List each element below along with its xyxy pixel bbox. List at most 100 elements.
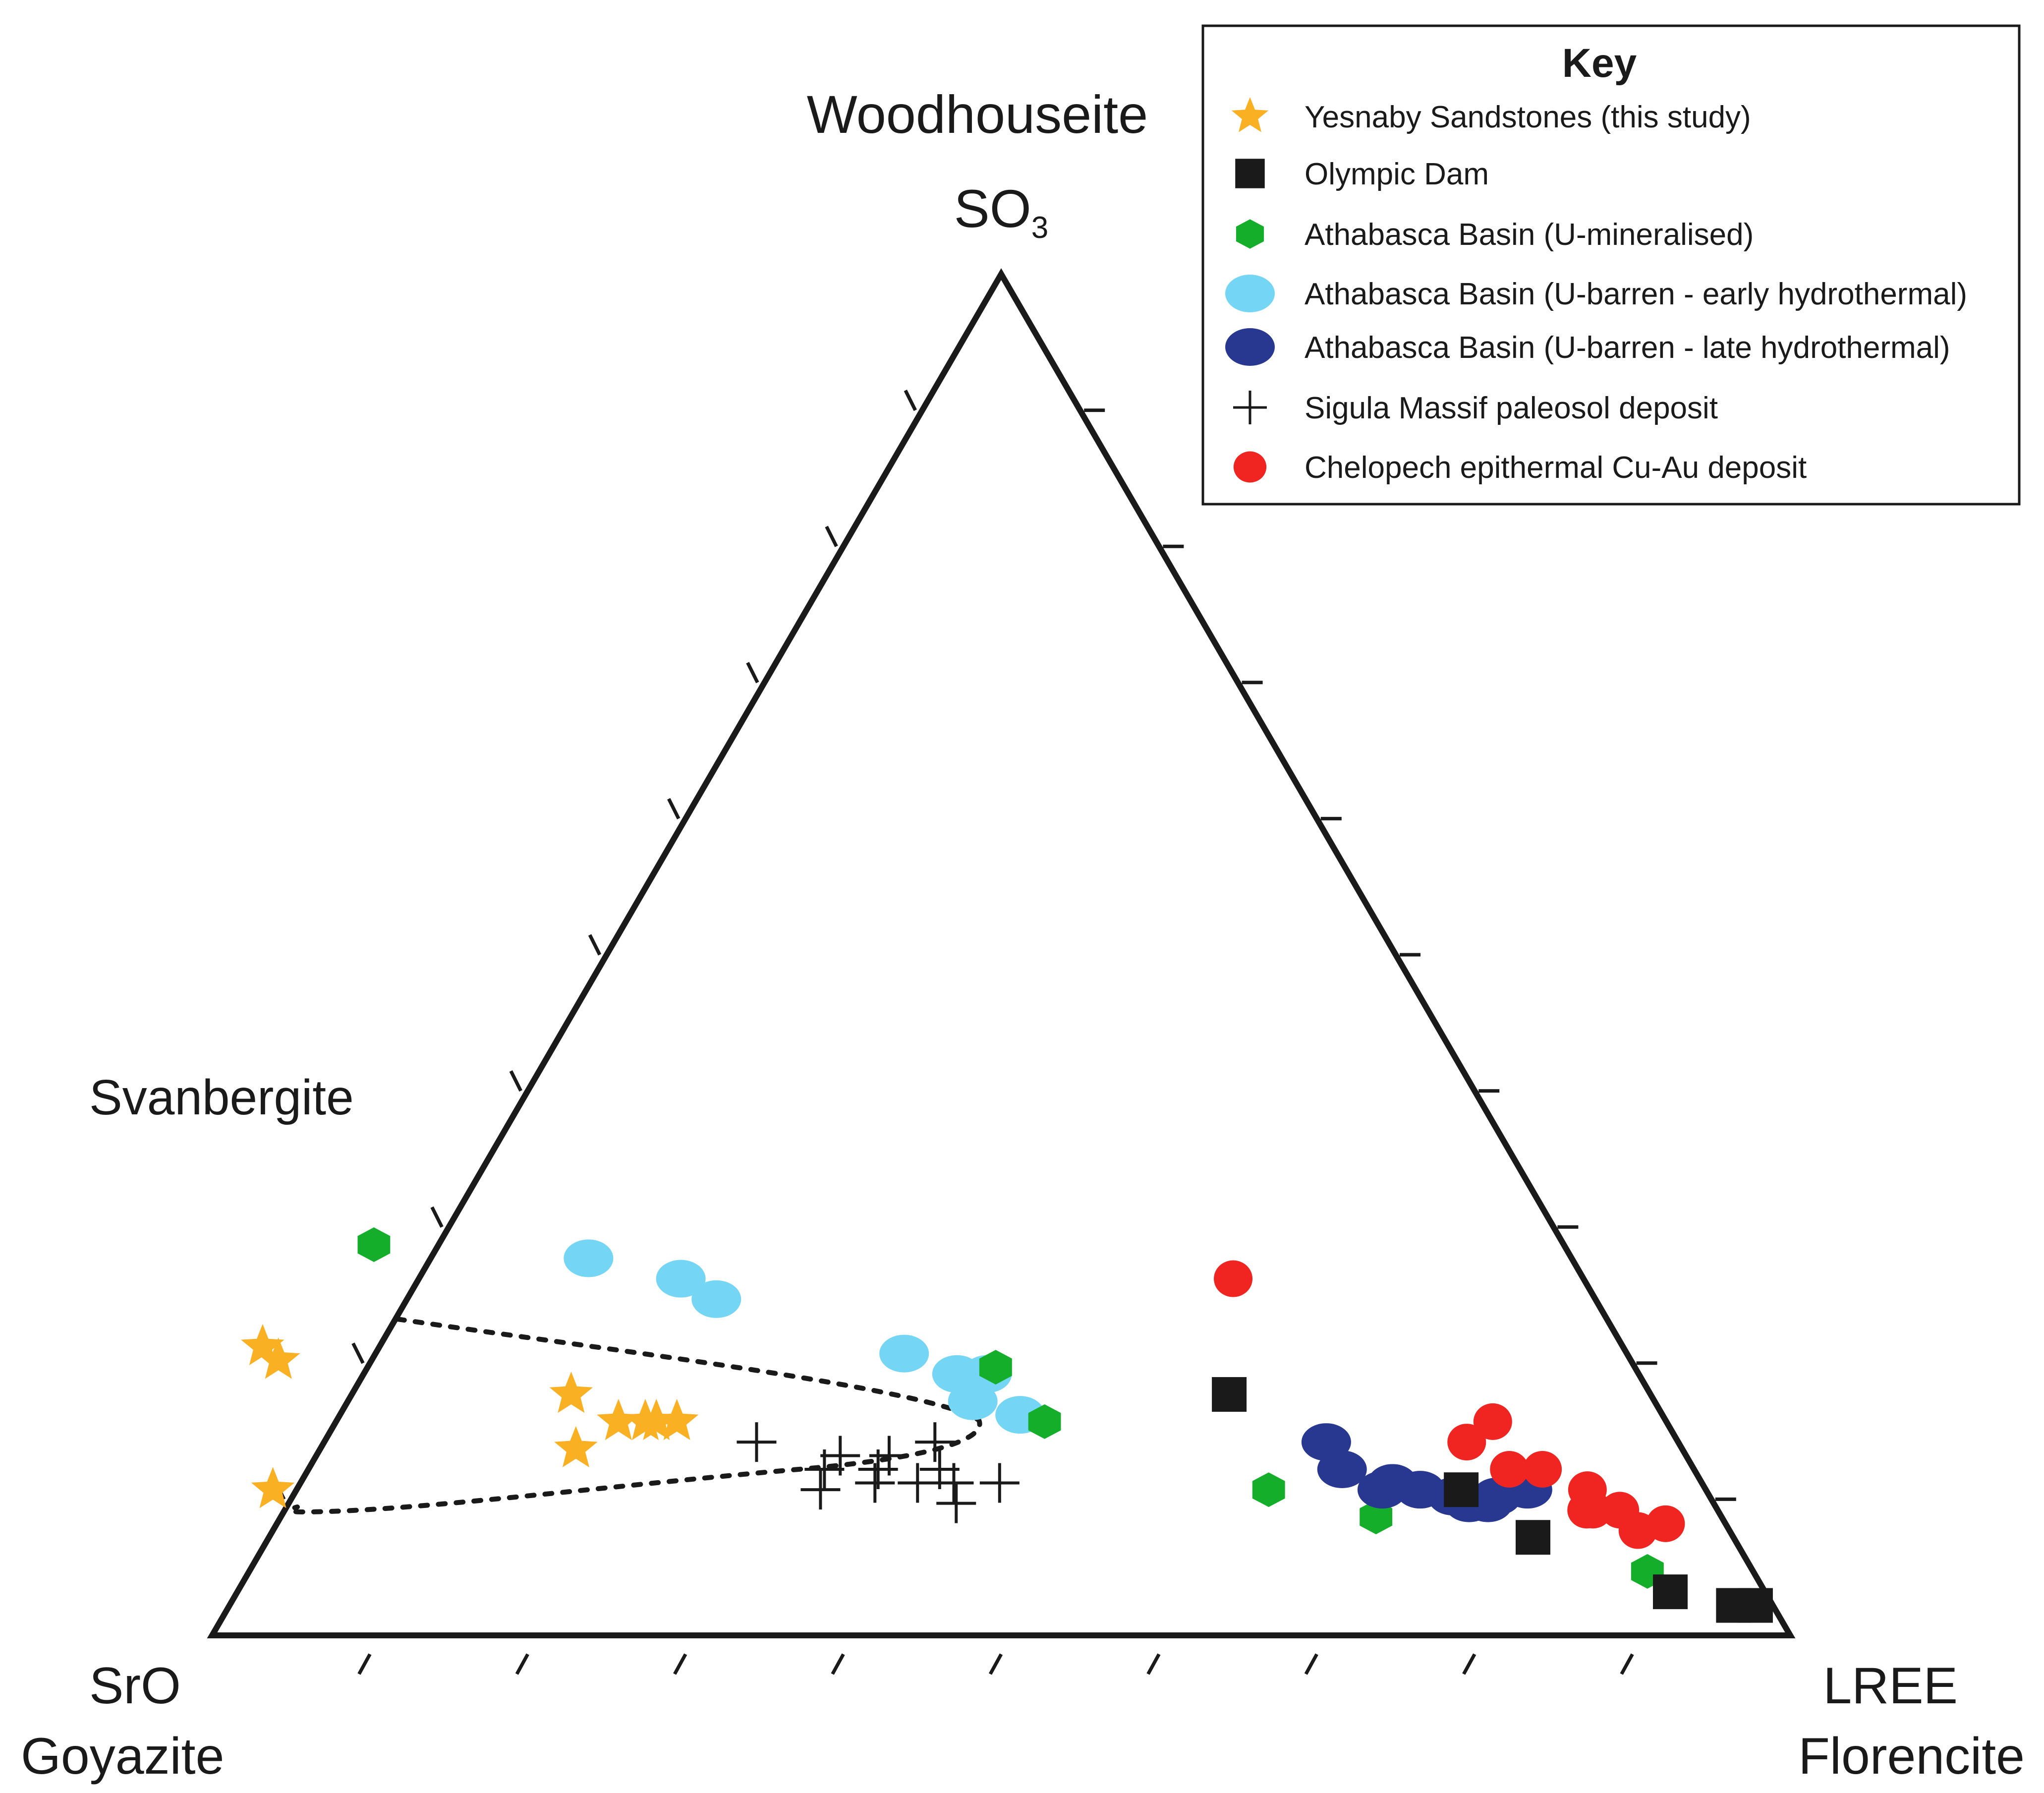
- point-yesnaby-3: [251, 1467, 295, 1508]
- point-chelopech-3: [1447, 1424, 1486, 1461]
- tick-left-8: [825, 525, 838, 547]
- point-olympic-6: [1738, 1588, 1773, 1623]
- point-yesnaby-6: [597, 1398, 640, 1441]
- legend-title: Key: [1562, 41, 1637, 86]
- legend-marker-yesnaby: [1231, 97, 1269, 132]
- point-olympic-2: [1444, 1472, 1479, 1507]
- series-ath_early: [564, 1239, 1045, 1434]
- point-sigula-1: [737, 1422, 777, 1462]
- point-sigula-7: [869, 1436, 909, 1476]
- tick-bottom-9: [1620, 1653, 1634, 1675]
- point-ath_early-7: [948, 1382, 998, 1420]
- tick-bottom-8: [1462, 1653, 1476, 1675]
- tick-bottom-7: [1304, 1653, 1318, 1675]
- left-vertex-formula: SrO: [89, 1657, 181, 1715]
- point-ath_early-3: [691, 1280, 741, 1318]
- point-ath_min-2: [979, 1350, 1012, 1385]
- point-chelopech-5: [1523, 1450, 1562, 1488]
- side-label-svanbergite: Svanbergite: [89, 1070, 354, 1125]
- point-ath_early-2: [656, 1260, 706, 1298]
- legend-marker-ath_early: [1225, 275, 1275, 312]
- top-vertex-formula-main: SO: [954, 178, 1031, 238]
- point-sigula-8: [898, 1463, 938, 1503]
- point-chelopech-2: [1473, 1403, 1512, 1440]
- point-yesnaby-9: [655, 1398, 699, 1441]
- legend-entry-sigula: Sigula Massif paleosol deposit: [1233, 391, 1718, 425]
- tick-left-6: [667, 798, 681, 819]
- series-ath_min: [357, 1227, 1664, 1589]
- left-vertex-name: Goyazite: [21, 1728, 224, 1785]
- point-ath_late-2: [1317, 1450, 1367, 1488]
- point-yesnaby-4: [554, 1426, 598, 1467]
- legend-marker-sigula: [1233, 391, 1267, 424]
- point-yesnaby-2: [257, 1337, 300, 1379]
- point-sigula-13: [979, 1463, 1020, 1503]
- tick-bottom-4: [831, 1653, 845, 1675]
- point-chelopech-1: [1214, 1260, 1253, 1297]
- tick-bottom-1: [357, 1653, 372, 1675]
- legend-entry-ath_early: Athabasca Basin (U-barren - early hydrot…: [1225, 275, 1967, 312]
- point-chelopech-4: [1490, 1450, 1529, 1488]
- legend-entry-chelopech: Chelopech epithermal Cu-Au deposit: [1233, 451, 1807, 485]
- point-ath_early-1: [564, 1239, 614, 1277]
- axis-ticks: [273, 390, 1736, 1675]
- right-vertex-formula: LREE: [1823, 1657, 1958, 1715]
- series-chelopech: [1214, 1260, 1685, 1549]
- legend-label-sigula: Sigula Massif paleosol deposit: [1305, 391, 1718, 425]
- tick-left-3: [430, 1206, 444, 1228]
- legend-marker-ath_late: [1225, 328, 1275, 366]
- point-chelopech-10: [1567, 1492, 1606, 1529]
- legend-label-ath_min: Athabasca Basin (U-mineralised): [1305, 218, 1754, 252]
- point-sigula-3: [800, 1470, 841, 1510]
- tick-left-4: [509, 1070, 522, 1092]
- triangle-outline: [207, 268, 1796, 1638]
- point-olympic-4: [1653, 1574, 1688, 1610]
- ternary-frame: [207, 268, 1796, 1638]
- data-series: [241, 1227, 1773, 1623]
- point-ath_min-3: [1028, 1404, 1061, 1439]
- point-olympic-3: [1516, 1520, 1551, 1555]
- tick-left-5: [588, 934, 602, 956]
- tick-bottom-5: [988, 1653, 1003, 1675]
- tick-bottom-6: [1146, 1653, 1161, 1675]
- legend: Key Yesnaby Sandstones (this study) Olymp…: [1201, 24, 2021, 506]
- legend-box: [1201, 24, 2021, 506]
- point-ath_min-4: [1252, 1472, 1285, 1507]
- point-yesnaby-5: [549, 1372, 593, 1413]
- legend-label-chelopech: Chelopech epithermal Cu-Au deposit: [1305, 451, 1807, 485]
- tick-bottom-3: [673, 1653, 687, 1675]
- series-sigula: [737, 1422, 1020, 1523]
- point-ath_early-4: [879, 1334, 929, 1373]
- tick-left-2: [351, 1342, 365, 1364]
- tick-bottom-2: [515, 1653, 529, 1675]
- legend-label-yesnaby: Yesnaby Sandstones (this study): [1305, 100, 1751, 134]
- legend-entry-ath_min: Athabasca Basin (U-mineralised): [1236, 218, 1754, 252]
- legend-label-ath_early: Athabasca Basin (U-barren - early hydrot…: [1305, 277, 1967, 311]
- legend-label-ath_late: Athabasca Basin (U-barren - late hydroth…: [1305, 331, 1950, 365]
- legend-entries: Yesnaby Sandstones (this study) Olympic D…: [1225, 97, 1967, 485]
- legend-marker-chelopech: [1233, 451, 1267, 483]
- legend-entry-olympic: Olympic Dam: [1235, 157, 1489, 191]
- point-sigula-11: [919, 1449, 960, 1489]
- tick-left-7: [746, 662, 759, 684]
- legend-entry-ath_late: Athabasca Basin (U-barren - late hydroth…: [1225, 328, 1950, 366]
- point-yesnaby-1: [241, 1324, 284, 1366]
- point-olympic-1: [1212, 1377, 1247, 1412]
- point-sigula-9: [936, 1483, 976, 1523]
- point-ath_min-1: [357, 1227, 391, 1262]
- legend-marker-olympic: [1235, 159, 1265, 188]
- legend-entry-yesnaby: Yesnaby Sandstones (this study): [1231, 97, 1751, 134]
- series-olympic: [1212, 1377, 1773, 1623]
- top-vertex-formula: SO3: [954, 178, 1049, 245]
- point-sigula-12: [915, 1422, 955, 1462]
- legend-label-olympic: Olympic Dam: [1305, 157, 1489, 191]
- right-vertex-name: Florencite: [1798, 1728, 2025, 1785]
- legend-marker-ath_min: [1236, 219, 1264, 249]
- point-chelopech-11: [1646, 1505, 1685, 1542]
- point-yesnaby-8: [634, 1398, 678, 1441]
- point-sigula-5: [820, 1436, 860, 1476]
- tick-left-9: [904, 390, 917, 411]
- top-vertex-formula-sub: 3: [1031, 211, 1048, 245]
- series-yesnaby: [241, 1324, 699, 1508]
